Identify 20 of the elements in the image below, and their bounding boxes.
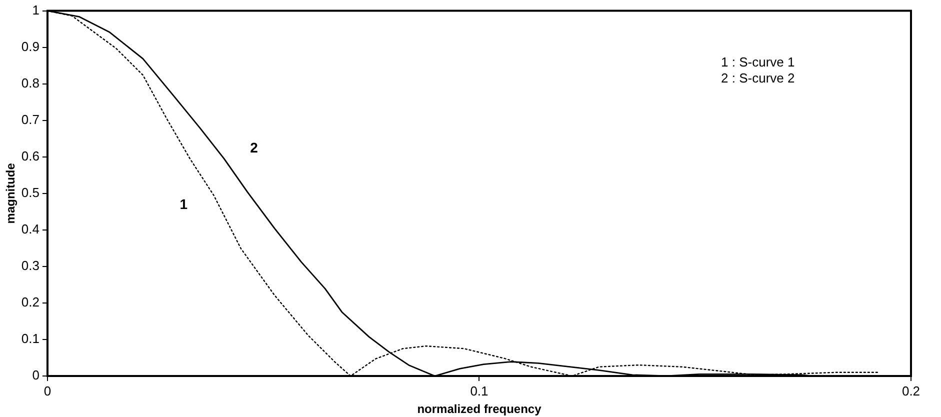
- y-tick-label: 1: [32, 2, 40, 18]
- x-axis-title: normalized frequency: [417, 402, 542, 416]
- y-tick-label: 0.5: [21, 184, 40, 200]
- annotation: 2: [250, 140, 258, 156]
- annotation: 2 : S-curve 2: [721, 70, 795, 86]
- y-tick-label: 0.3: [21, 258, 40, 274]
- y-tick-label: 0.1: [21, 331, 40, 346]
- annotation: 1 : S-curve 1: [721, 54, 795, 70]
- y-tick-label: 0.9: [21, 38, 40, 54]
- y-tick-label: 0: [32, 368, 40, 383]
- y-tick-label: 0.6: [21, 148, 40, 164]
- y-tick-label: 0.2: [21, 294, 40, 310]
- y-axis-title: magnitude: [4, 162, 18, 224]
- x-tick-label: 0.2: [902, 383, 920, 398]
- y-tick-label: 0.7: [21, 112, 40, 127]
- x-tick-label: 0: [44, 383, 52, 398]
- y-tick-label: 0.4: [21, 222, 40, 236]
- x-tick-label: 0.1: [470, 383, 488, 398]
- annotation: 1: [180, 196, 188, 212]
- y-tick-label: 0.8: [21, 75, 40, 90]
